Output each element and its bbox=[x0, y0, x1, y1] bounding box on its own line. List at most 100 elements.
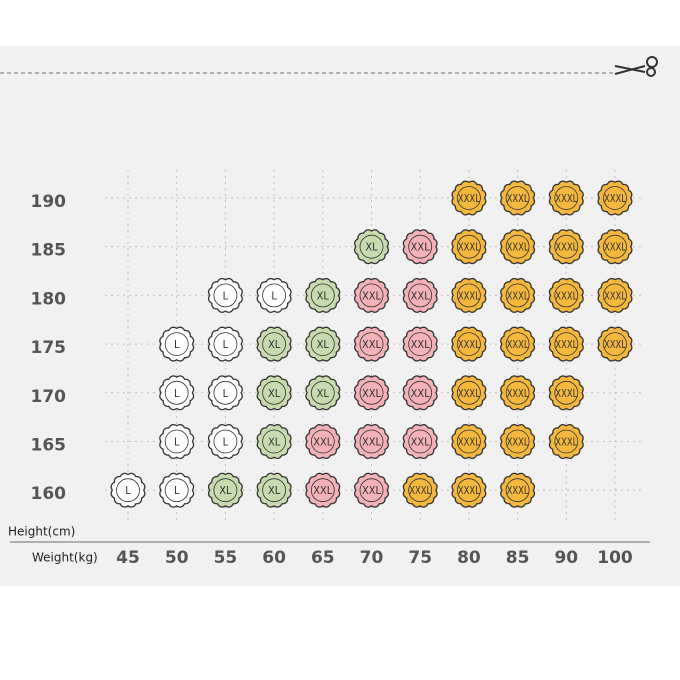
size-badge: XXL bbox=[305, 472, 341, 508]
size-badge: XL bbox=[256, 472, 292, 508]
badge-label: XXXL bbox=[458, 436, 480, 449]
badge-label: XXXL bbox=[555, 192, 577, 205]
y-label: 160 bbox=[31, 484, 67, 504]
badge-label: XXXL bbox=[604, 241, 626, 254]
badge-shape bbox=[159, 326, 195, 362]
size-badge: XXXL bbox=[451, 375, 487, 411]
badge-ring bbox=[213, 332, 238, 357]
size-badge: XXL bbox=[402, 229, 438, 265]
size-badge: L bbox=[207, 326, 243, 362]
badge-ring bbox=[359, 429, 384, 454]
badge-label: XXL bbox=[362, 436, 382, 449]
size-badge: XXXL bbox=[548, 277, 584, 313]
badge-shape bbox=[256, 423, 292, 460]
badge-shape bbox=[353, 326, 390, 362]
badge-shape bbox=[451, 277, 487, 313]
badge-label: XXXL bbox=[507, 241, 529, 254]
badge-label: XXXL bbox=[458, 338, 480, 351]
badge-ring bbox=[213, 283, 238, 308]
badge-shape bbox=[451, 472, 487, 508]
badge-label: XXXL bbox=[458, 387, 480, 400]
badge-label: L bbox=[223, 289, 229, 302]
badge-ring bbox=[262, 283, 287, 308]
badge-shape bbox=[548, 326, 584, 362]
x-label: 70 bbox=[360, 548, 384, 568]
badge-ring bbox=[310, 332, 335, 357]
badge-shape bbox=[402, 375, 438, 411]
badge-shape bbox=[451, 180, 487, 216]
badge-ring bbox=[456, 283, 481, 308]
size-badge: XXL bbox=[353, 375, 390, 411]
badge-label: L bbox=[174, 338, 180, 351]
badge-ring bbox=[505, 332, 530, 357]
badge-label: XL bbox=[219, 484, 232, 497]
size-badge: XXXL bbox=[597, 229, 633, 265]
badge-shape bbox=[597, 229, 633, 265]
badge-shape bbox=[305, 423, 341, 460]
size-badge: L bbox=[207, 277, 243, 313]
badge-ring bbox=[116, 478, 140, 503]
badge-ring bbox=[213, 380, 238, 405]
badge-ring bbox=[456, 332, 481, 357]
badge-shape bbox=[548, 277, 584, 313]
size-badge: L bbox=[256, 277, 292, 313]
badge-label: XXXL bbox=[409, 484, 431, 497]
badge-shape bbox=[500, 229, 536, 265]
size-badge: XXXL bbox=[597, 326, 633, 362]
size-badge: XXL bbox=[353, 326, 390, 362]
badge-label: XL bbox=[317, 338, 330, 351]
badge-shape bbox=[353, 375, 390, 411]
badge-label: XL bbox=[317, 387, 330, 400]
badge-label: XXL bbox=[411, 436, 431, 449]
badge-label: L bbox=[271, 289, 277, 302]
badge-shape bbox=[597, 326, 633, 362]
badge-label: L bbox=[223, 338, 229, 351]
x-label: 55 bbox=[214, 548, 238, 568]
badge-ring bbox=[554, 380, 579, 405]
x-label: 60 bbox=[262, 548, 286, 568]
panel bbox=[0, 46, 680, 586]
badge-label: XXL bbox=[411, 387, 431, 400]
badge-label: XXXL bbox=[555, 241, 577, 254]
badge-label: XL bbox=[268, 387, 281, 400]
badge-ring bbox=[554, 234, 579, 259]
badge-ring bbox=[408, 478, 433, 503]
size-badge: L bbox=[207, 423, 243, 460]
y-label: 180 bbox=[31, 289, 67, 309]
badge-ring bbox=[505, 234, 530, 259]
badge-label: XXXL bbox=[555, 338, 577, 351]
badge-shape bbox=[159, 423, 195, 460]
size-badge: L bbox=[207, 375, 243, 411]
size-badge: XXXL bbox=[500, 180, 536, 216]
badge-shape bbox=[451, 326, 487, 362]
badge-shape bbox=[110, 472, 146, 508]
size-badge: XXL bbox=[402, 326, 438, 362]
badge-shape bbox=[353, 229, 390, 265]
x-label: 75 bbox=[408, 548, 432, 568]
badge-label: L bbox=[174, 436, 180, 449]
size-badge: XXXL bbox=[451, 229, 487, 265]
badge-ring bbox=[164, 380, 189, 405]
size-badge: XXXL bbox=[548, 326, 584, 362]
badge-shape bbox=[207, 277, 243, 313]
badge-label: XXXL bbox=[604, 289, 626, 302]
size-badge: XXXL bbox=[500, 423, 536, 460]
size-badge: XXL bbox=[353, 472, 390, 508]
badge-ring bbox=[310, 380, 335, 405]
badge-label: XXL bbox=[362, 387, 382, 400]
badge-label: XXXL bbox=[604, 192, 626, 205]
badge-label: XXXL bbox=[458, 241, 480, 254]
badge-label: XXL bbox=[411, 289, 431, 302]
badge-shape bbox=[305, 375, 341, 411]
badge-ring bbox=[164, 332, 189, 357]
badge-shape bbox=[207, 326, 243, 362]
badge-ring bbox=[505, 380, 530, 405]
badge-shape bbox=[500, 180, 536, 216]
size-badge: XXXL bbox=[500, 229, 536, 265]
size-badge: XXXL bbox=[451, 423, 487, 460]
y-label: 165 bbox=[31, 436, 67, 456]
badge-ring bbox=[310, 429, 335, 454]
badge-ring bbox=[408, 429, 433, 454]
badge-shape bbox=[597, 277, 633, 313]
badge-ring bbox=[456, 478, 481, 503]
